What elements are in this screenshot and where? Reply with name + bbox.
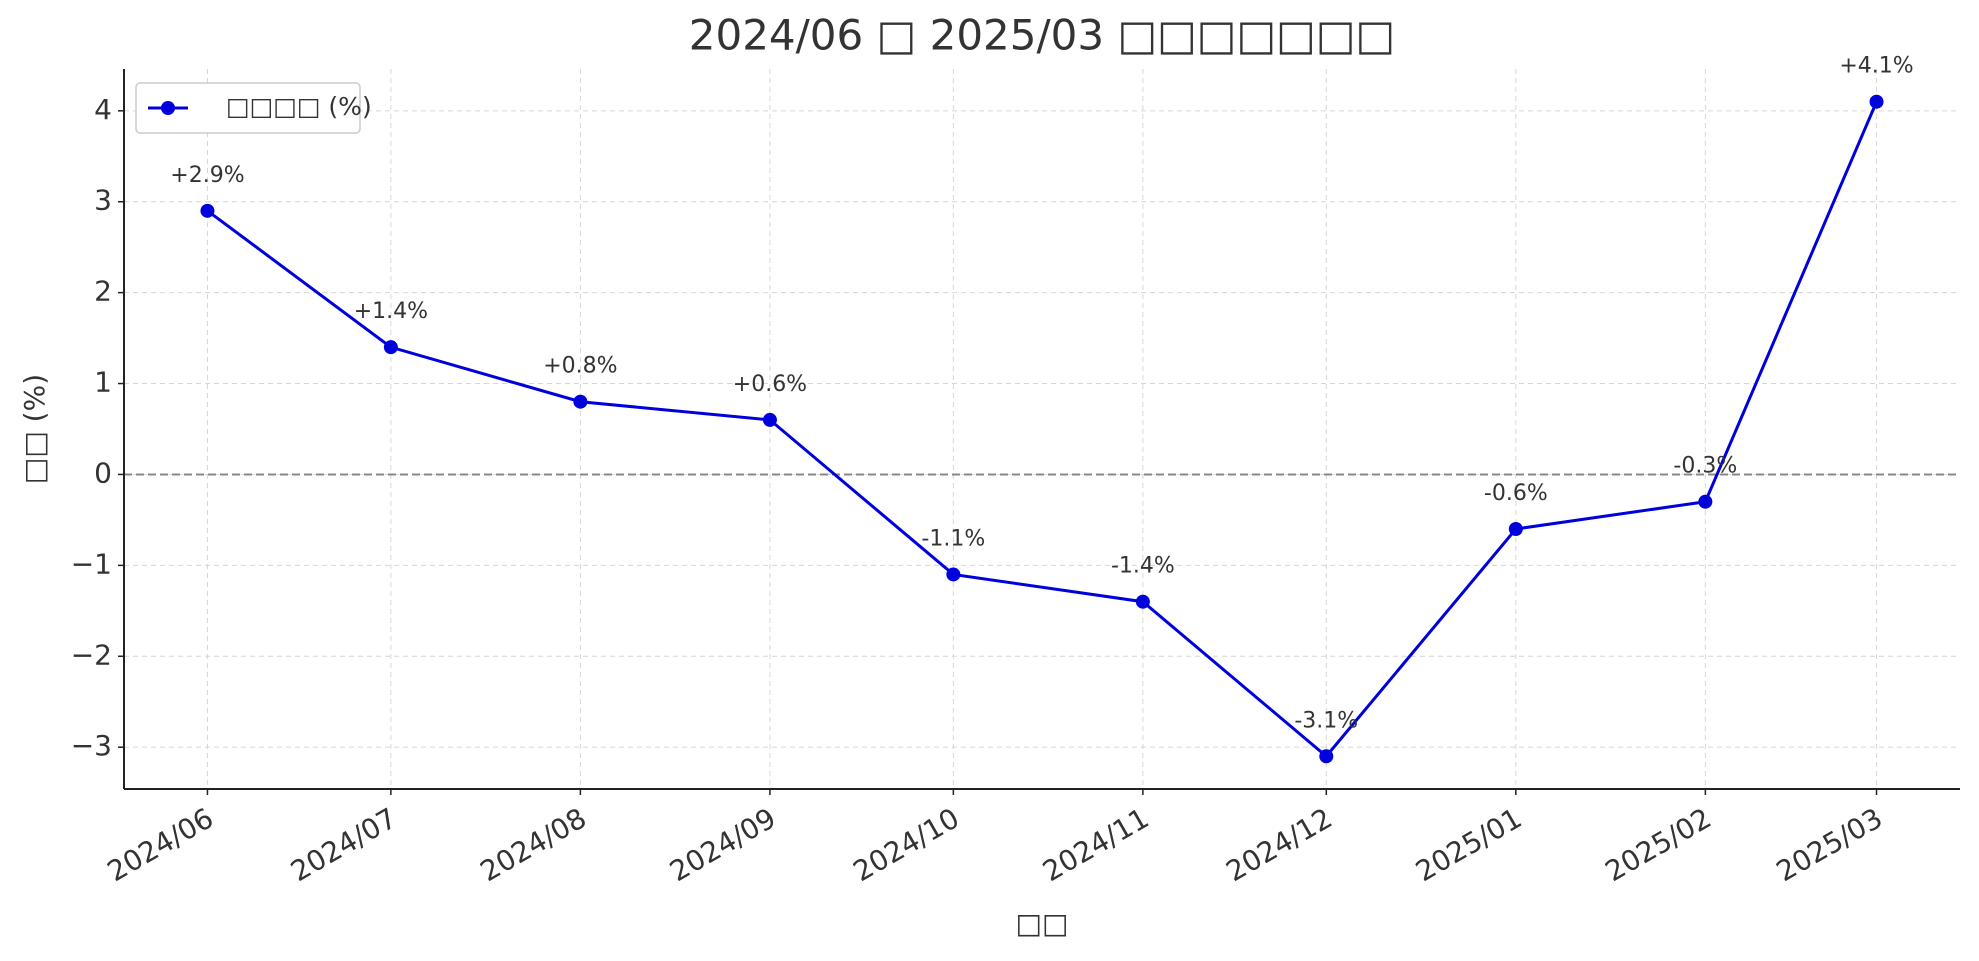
data-label: +4.1% — [1839, 54, 1913, 79]
data-line — [206, 101, 1878, 759]
data-label: +0.6% — [733, 372, 807, 397]
data-point — [200, 203, 215, 218]
legend-box — [135, 82, 361, 134]
chart-title: 2024/06 □ 2025/03 □□□□□□□ — [689, 11, 1395, 60]
y-tick-label: 3 — [94, 184, 112, 217]
data-label: +2.9% — [170, 163, 244, 188]
legend-marker — [161, 101, 175, 115]
legend-label: □□□□ (%) — [226, 92, 372, 121]
data-label: +1.4% — [354, 299, 428, 324]
y-tick-label: 1 — [94, 366, 112, 399]
data-point — [1135, 594, 1150, 609]
data-point — [946, 567, 961, 582]
x-axis-label: □□ — [1016, 907, 1069, 940]
data-label: -0.3% — [1673, 454, 1737, 479]
data-point — [573, 394, 588, 409]
y-tick-label: 2 — [94, 275, 112, 308]
data-point — [1698, 494, 1713, 509]
data-point — [1869, 94, 1884, 109]
data-point — [762, 412, 777, 427]
y-axis-label: □□ (%) — [18, 374, 51, 484]
data-label: -3.1% — [1294, 708, 1358, 733]
y-tick-label: 0 — [94, 456, 112, 489]
y-tick-label: 4 — [94, 93, 112, 126]
data-point — [383, 340, 398, 355]
data-label: -1.1% — [921, 526, 985, 551]
y-tick-label: −1 — [71, 547, 112, 580]
data-point — [1319, 749, 1334, 764]
data-label: -0.6% — [1484, 481, 1548, 506]
y-tick-label: −3 — [71, 729, 112, 762]
y-tick-label: −2 — [71, 638, 112, 671]
data-label: +0.8% — [543, 354, 617, 379]
data-label: -1.4% — [1111, 554, 1175, 579]
data-point — [1508, 522, 1523, 536]
